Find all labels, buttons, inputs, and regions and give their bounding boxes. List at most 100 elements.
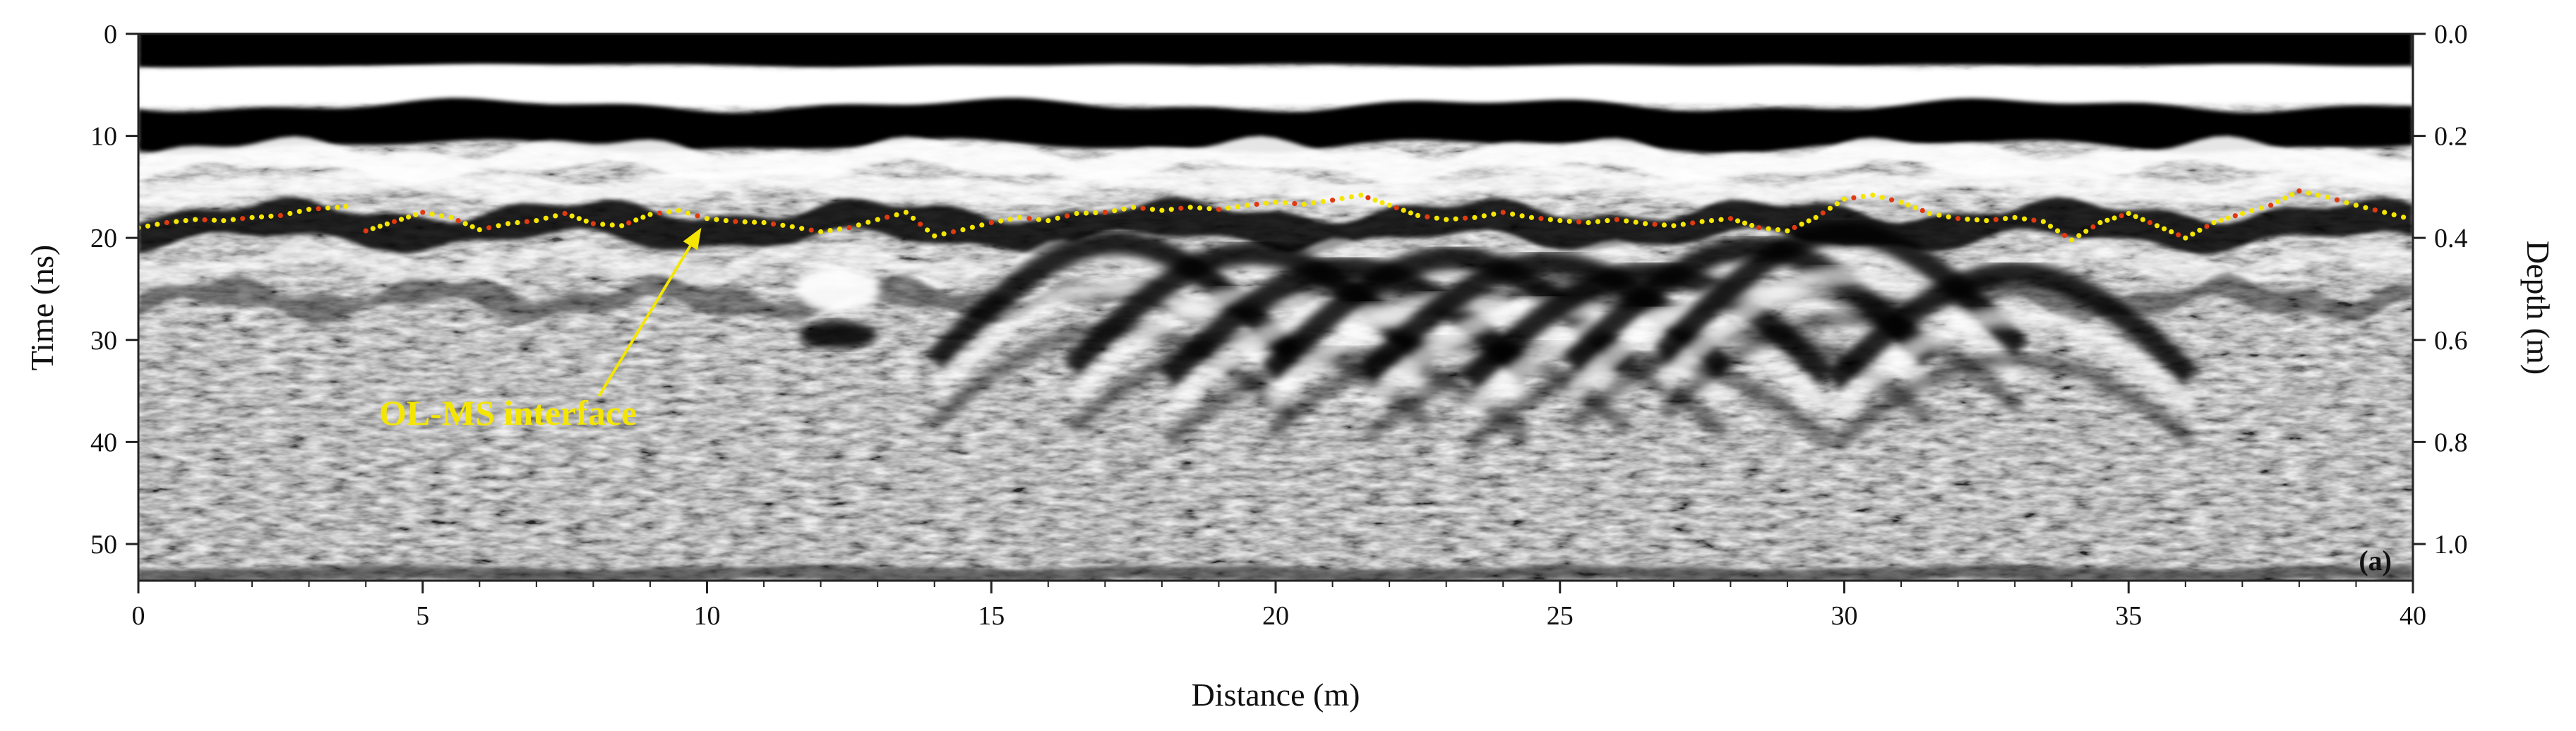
interface-dot [1756,225,1762,231]
interface-dot [486,225,492,231]
interface-dot [1140,205,1146,211]
interface-dot [398,217,405,222]
interface-dot [543,215,549,221]
interface-dot [1955,216,1961,222]
interface-dot [202,217,208,223]
interface-dot [1965,217,1970,222]
annotation-arrow [597,245,692,397]
interface-dot [2140,217,2145,222]
interface-dot [1799,222,1804,227]
interface-dot [183,218,188,224]
interface-dot [1898,200,1904,205]
interface-dot [2003,216,2008,222]
time-tick-label: 0 [104,20,117,49]
interface-dot [1576,219,1582,225]
interface-dot [2040,219,2046,224]
interface-dot [420,210,426,215]
interface-dot [2211,219,2217,226]
interface-dot [2147,219,2153,226]
interface-dot [1547,217,1553,222]
depth-tick-label: 0.4 [2434,224,2468,253]
time-tick-label: 40 [90,428,117,457]
interface-dot [1226,205,1231,211]
interface-dot [1500,210,1506,215]
interface-dot [742,219,748,225]
interface-dot [1178,205,1184,211]
interface-dot [1434,215,1439,221]
interface-dot [583,218,589,224]
interface-dot [1614,217,1619,222]
interface-dot [1444,217,1449,222]
diffraction-hyperbola [1826,306,2198,421]
interface-dot [761,219,767,226]
interface-dot [1993,217,1999,222]
interface-dot [1187,205,1193,210]
interface-dot [2169,229,2174,235]
interface-dot [856,222,861,228]
interface-dot [1936,212,1942,218]
interface-dot [2275,199,2281,205]
interface-dot [1358,192,1364,198]
depth-tick-label: 0.6 [2434,326,2468,356]
x-tick-label: 35 [2115,601,2142,631]
interface-dot [164,219,169,226]
interface-dot [569,213,575,219]
interface-dot [969,224,975,230]
interface-dot [1633,219,1639,225]
anomaly-white [795,265,880,313]
interface-dot [1093,210,1098,216]
interface-dot [1462,215,1468,221]
interface-dot [1889,197,1895,203]
interface-dot [391,219,397,224]
interface-dot [1680,222,1686,227]
interface-dot [439,213,445,219]
diffraction-hyperbola [1162,346,1531,448]
interface-dot [469,224,475,229]
interface-dot [590,221,597,226]
interface-dot [640,215,646,220]
interface-dot [2363,205,2368,210]
interface-dot [1566,219,1572,224]
interface-dot [2258,205,2264,211]
interface-dot [837,226,843,232]
interface-dot [609,222,615,228]
interface-dot [534,218,539,224]
interface-dot [1235,204,1240,210]
time-tick-label: 50 [90,530,117,560]
interface-dot [1708,218,1715,224]
interface-dot [155,222,160,227]
interface-dot [2296,188,2302,194]
diffraction-hyperbola [1824,261,2200,391]
y-axis-title-time: Time (ns) [24,245,60,371]
interface-dot [633,217,639,223]
interface-dot [211,217,217,223]
interface-dot [1735,218,1741,224]
interface-dot [2154,223,2160,229]
interface-dot [1408,210,1413,216]
interface-dot [1379,200,1385,205]
interface-dot [335,205,340,210]
interface-dot [2083,229,2089,234]
interface-dot [1401,207,1406,213]
interface-dot [515,219,520,226]
interface-dot [1742,220,1748,226]
interface-dot [221,218,227,224]
x-axis: 0 5 10 15 20 25 30 35 40 [132,579,2426,631]
interface-dot [448,215,454,220]
interface-dot [505,221,511,226]
interface-dot [343,203,349,209]
interface-dot [553,213,558,219]
reflection-band-white-2 [138,135,2413,184]
interface-dot [1851,195,1857,200]
interface-dot [174,219,179,224]
interface-dot [1820,210,1826,216]
panel-label: (a) [2359,545,2392,576]
interface-dot [429,211,435,217]
interface-dot [960,227,966,233]
interface-dot [1365,195,1371,200]
interface-dot [1292,200,1298,207]
depth-tick-label: 0.0 [2434,20,2468,49]
x-tick-label: 10 [694,601,721,631]
interface-dot [1528,215,1535,220]
interface-dot [1102,210,1108,215]
